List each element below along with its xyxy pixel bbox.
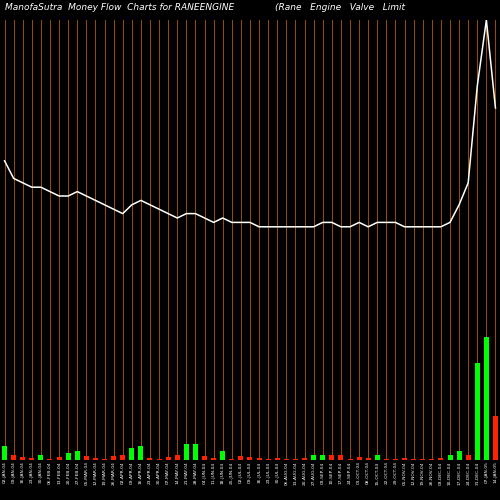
Bar [120,454,125,460]
Bar [275,458,280,460]
Bar [493,416,498,460]
Bar [348,459,352,460]
Bar [202,456,207,460]
Bar [166,458,170,460]
Bar [430,459,434,460]
Bar [48,459,52,460]
Bar [130,448,134,460]
Bar [248,458,252,460]
Bar [75,451,80,460]
Bar [330,454,334,460]
Bar [38,454,44,460]
Bar [356,458,362,460]
Bar [148,458,152,460]
Bar [230,459,234,460]
Bar [30,458,35,460]
Bar [266,459,270,460]
Bar [402,458,407,460]
Bar [384,459,389,460]
Bar [320,454,325,460]
Bar [66,453,70,460]
Bar [211,458,216,460]
Bar [375,454,380,460]
Bar [102,459,107,460]
Bar [293,459,298,460]
Bar [111,456,116,460]
Bar [475,363,480,460]
Bar [56,458,62,460]
Bar [175,454,180,460]
Text: ManofaSutra  Money Flow  Charts for RANEENGINE: ManofaSutra Money Flow Charts for RANEEN… [5,2,234,12]
Bar [338,454,344,460]
Bar [93,458,98,460]
Text: (Rane   Engine   Valve   Limit: (Rane Engine Valve Limit [275,2,405,12]
Bar [302,458,307,460]
Bar [456,451,462,460]
Bar [438,458,444,460]
Bar [484,337,489,460]
Bar [466,454,470,460]
Bar [411,459,416,460]
Bar [184,444,189,460]
Bar [84,456,89,460]
Bar [393,459,398,460]
Bar [448,454,452,460]
Bar [284,459,289,460]
Bar [156,459,162,460]
Bar [220,451,225,460]
Bar [256,458,262,460]
Bar [193,444,198,460]
Bar [2,446,7,460]
Bar [11,454,16,460]
Bar [238,456,244,460]
Bar [138,446,143,460]
Bar [20,458,25,460]
Bar [420,459,425,460]
Bar [311,454,316,460]
Bar [366,458,370,460]
